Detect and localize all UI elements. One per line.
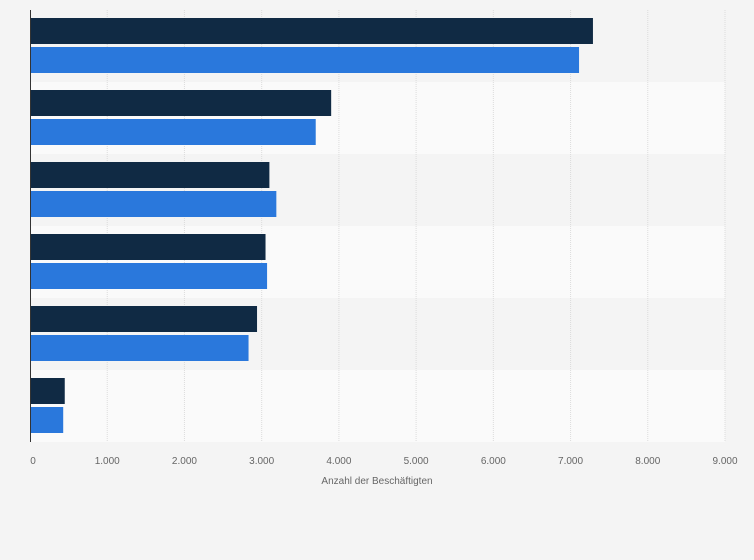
bar-series-1-category-6 [30, 378, 65, 404]
bar-series-1-category-4 [30, 234, 266, 260]
bar-series-1-category-1 [30, 18, 593, 44]
x-tick-label: 3.000 [249, 456, 274, 467]
bar-series-2-category-5 [30, 335, 249, 361]
category-band [30, 370, 725, 442]
x-tick-label: 8.000 [635, 456, 660, 467]
x-tick-label: 5.000 [404, 456, 429, 467]
bar-series-2-category-3 [30, 191, 277, 217]
x-tick-label: 9.000 [712, 456, 737, 467]
bar-series-2-category-2 [30, 119, 316, 145]
bar-series-2-category-1 [30, 47, 580, 73]
bar-series-2-category-4 [30, 263, 268, 289]
x-tick-label: 2.000 [172, 456, 197, 467]
x-tick-label: 6.000 [481, 456, 506, 467]
bar-series-1-category-3 [30, 162, 270, 188]
bar-series-2-category-6 [30, 407, 64, 433]
x-tick-label: 4.000 [326, 456, 351, 467]
x-tick-label: 1.000 [95, 456, 120, 467]
bar-series-1-category-5 [30, 306, 258, 332]
x-tick-label: 7.000 [558, 456, 583, 467]
bar-series-1-category-2 [30, 90, 332, 116]
x-axis-title: Anzahl der Beschäftigten [321, 476, 432, 487]
x-tick-label: 0 [30, 456, 36, 467]
